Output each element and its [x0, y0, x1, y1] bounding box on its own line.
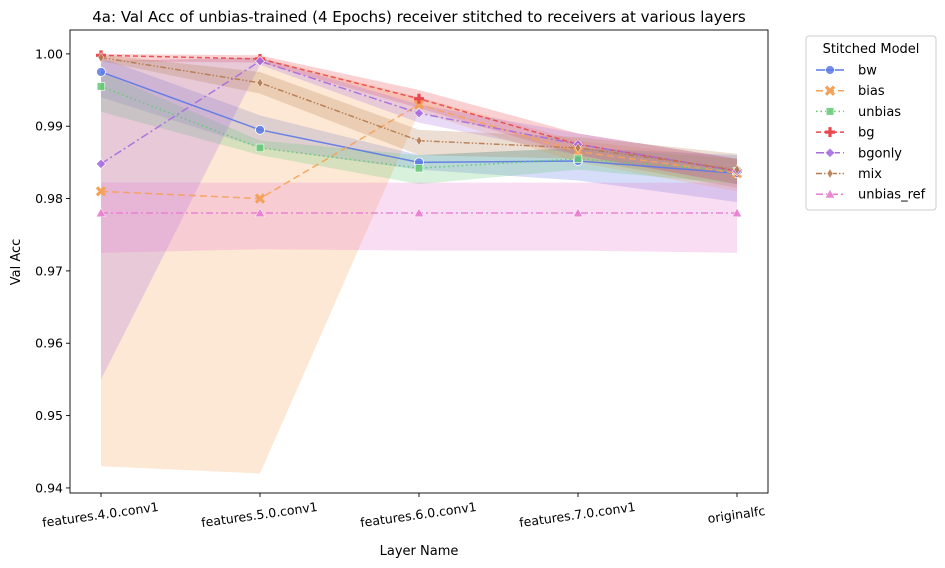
x-tick-label: originalfc	[707, 503, 767, 526]
y-tick-label: 0.98	[35, 191, 63, 206]
legend-marker-bw	[825, 65, 835, 75]
point-mix	[733, 164, 741, 175]
x-tick-label: features.4.0.conv1	[41, 499, 159, 530]
x-tick-label: features.6.0.conv1	[359, 499, 477, 530]
point-unbias-ref	[731, 207, 743, 218]
legend-label-bw: bw	[858, 64, 877, 79]
legend-marker-bias	[824, 85, 836, 96]
y-axis-label: Val Acc	[9, 239, 24, 286]
legend-marker-unbias-ref	[824, 188, 836, 199]
legend-title: Stitched Model	[823, 42, 920, 57]
legend-label-unbias-ref: unbias_ref	[858, 188, 926, 203]
point-bgonly	[254, 55, 266, 67]
y-tick-label: 0.97	[35, 263, 63, 278]
band-unbias-ref	[101, 182, 737, 253]
legend-marker-bgonly	[824, 147, 836, 158]
legend-label-bias: bias	[858, 84, 885, 99]
point-unbias	[96, 82, 106, 91]
point-unbias-ref	[413, 207, 425, 218]
y-axis: 0.94 0.95 0.96 0.97 0.98 0.99 1.00	[35, 46, 70, 495]
point-mix	[97, 52, 105, 63]
x-axis-label: Layer Name	[380, 544, 459, 559]
legend-marker-mix	[826, 168, 834, 179]
legend-marker-unbias	[825, 107, 835, 116]
y-tick-label: 0.99	[35, 119, 63, 134]
point-mix	[415, 135, 423, 146]
point-bias	[95, 186, 107, 197]
point-unbias-ref	[572, 207, 584, 218]
legend-label-bg: bg	[858, 126, 875, 141]
legend-marker-bg	[825, 127, 835, 138]
point-mix	[256, 77, 264, 89]
chart-title: 4a: Val Acc of unbias-trained (4 Epochs)…	[92, 8, 746, 26]
legend-label-bgonly: bgonly	[858, 146, 902, 161]
x-tick-label: features.5.0.conv1	[200, 499, 318, 530]
point-unbias-ref	[95, 207, 107, 218]
y-tick-label: 0.96	[35, 336, 63, 351]
legend-box	[805, 35, 937, 211]
point-bias	[413, 99, 425, 110]
x-tick-label: features.7.0.conv1	[518, 499, 636, 530]
band-bw	[101, 57, 737, 203]
legend: Stitched Model bw bias unbias bg bgonly mix unb…	[805, 35, 937, 211]
point-bw	[255, 124, 265, 135]
point-unbias	[573, 154, 583, 163]
point-bgonly	[413, 108, 425, 119]
point-unbias-ref	[254, 207, 266, 218]
point-bias	[254, 193, 266, 204]
point-mix	[574, 142, 582, 154]
series-markers	[95, 50, 743, 218]
x-axis: features.4.0.conv1 features.5.0.conv1 feat…	[41, 493, 766, 530]
point-bgonly	[95, 158, 107, 169]
point-bg	[414, 93, 424, 104]
y-tick-label: 0.95	[35, 408, 63, 423]
legend-label-unbias: unbias	[858, 105, 901, 120]
y-tick-label: 1.00	[35, 46, 63, 61]
point-bw	[96, 67, 106, 77]
point-unbias	[414, 164, 424, 173]
legend-label-mix: mix	[858, 167, 882, 182]
line-unbias	[100, 85, 738, 172]
band-bgonly	[101, 57, 737, 380]
y-tick-label: 0.94	[35, 480, 63, 495]
point-unbias	[255, 143, 265, 153]
